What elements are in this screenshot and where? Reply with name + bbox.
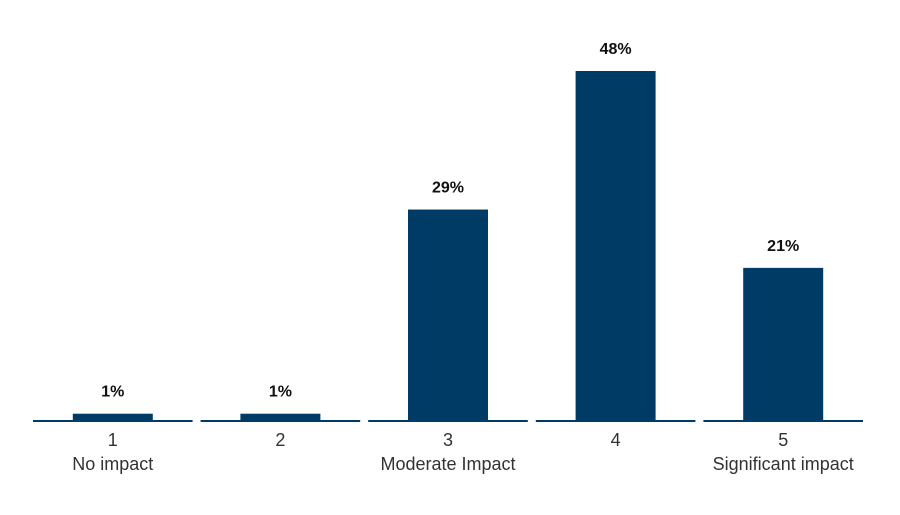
data-label-4: 48% <box>600 41 632 58</box>
data-label-1: 1% <box>101 384 124 401</box>
data-label-3: 29% <box>432 180 464 197</box>
bar-3 <box>408 209 488 421</box>
category-description-5: Significant impact <box>713 454 854 474</box>
tick-label-2: 2 <box>275 430 285 450</box>
tick-label-1: 1 <box>108 430 118 450</box>
tick-label-5: 5 <box>778 430 788 450</box>
category-description-1: No impact <box>72 454 153 474</box>
data-label-2: 1% <box>269 384 292 401</box>
bar-1 <box>72 413 153 421</box>
data-label-5: 21% <box>767 238 799 255</box>
tick-label-3: 3 <box>443 430 453 450</box>
bar-2 <box>240 413 321 421</box>
category-description-3: Moderate Impact <box>380 454 515 474</box>
bar-4 <box>575 71 656 421</box>
bar-5 <box>743 267 824 421</box>
tick-label-4: 4 <box>611 430 621 450</box>
